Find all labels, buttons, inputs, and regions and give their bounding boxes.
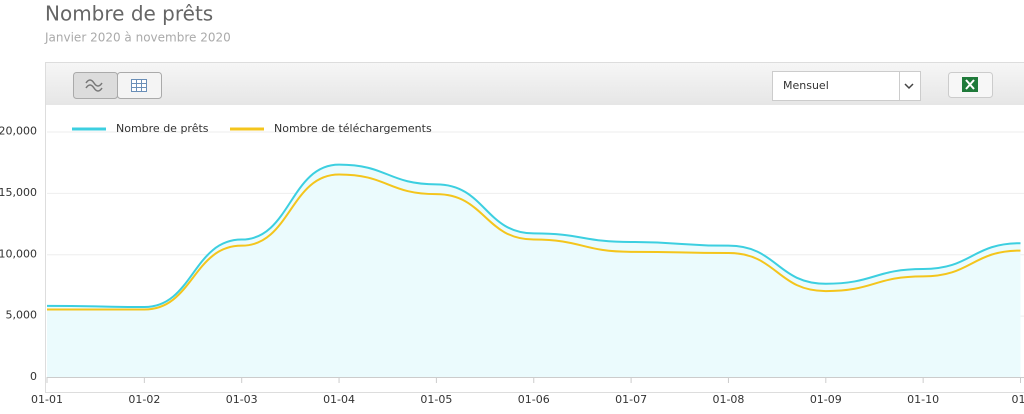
- x-tick-label: 01-09: [810, 393, 842, 406]
- legend-label: Nombre de téléchargements: [274, 122, 432, 135]
- excel-icon-mark: [965, 79, 975, 90]
- table-icon: [131, 79, 147, 92]
- y-tick-label: 5,000: [6, 309, 38, 322]
- legend-label: Nombre de prêts: [116, 122, 209, 135]
- plot: 0 5,000 10,000 15,000 20,000 01-01 01-02 01-03 0…: [0, 122, 1024, 406]
- period-select[interactable]: [772, 71, 921, 101]
- x-tick-label: 01-05: [420, 393, 452, 406]
- x-tick-label: 01-08: [712, 393, 744, 406]
- view-toggle: [73, 72, 162, 99]
- table-icon-grid: [131, 79, 147, 92]
- page-subtitle: Janvier 2020 à novembre 2020: [44, 31, 231, 45]
- x-tick-label: 01-03: [226, 393, 258, 406]
- page-title: Nombre de prêts: [45, 2, 213, 26]
- x-tick-label: 01-06: [518, 393, 550, 406]
- chart-icon: [85, 79, 103, 92]
- x-tick-label: 01-02: [128, 393, 160, 406]
- y-tick-label: 20,000: [0, 125, 37, 138]
- x-tick-label: 01-10: [907, 393, 939, 406]
- y-tick-label: 10,000: [0, 247, 37, 260]
- x-tick-label: 01-04: [323, 393, 355, 406]
- x-tick-label: 01-07: [615, 393, 647, 406]
- y-tick-label: 0: [30, 370, 37, 383]
- line: [46, 163, 1021, 309]
- x-tick-label: 01-01: [31, 393, 63, 406]
- line: [47, 173, 1021, 311]
- period-select-value: Mensuel: [783, 79, 829, 92]
- select-arrow: [904, 83, 914, 90]
- y-tick-label: 15,000: [0, 186, 37, 199]
- area: [47, 164, 1021, 377]
- x-tick-label: 01-: [1012, 393, 1024, 406]
